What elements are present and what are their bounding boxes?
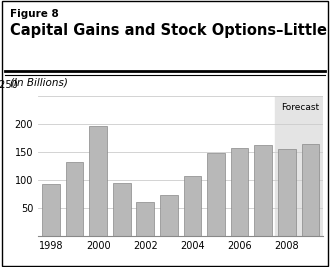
Text: Capital Gains and Stock Options–Little Growth: Capital Gains and Stock Options–Little G… (10, 23, 330, 38)
Bar (278, 149, 296, 236)
Bar (113, 183, 131, 236)
Bar (160, 195, 178, 236)
Bar (254, 146, 272, 236)
Text: (In Billions): (In Billions) (10, 77, 68, 87)
Bar (136, 202, 154, 236)
Bar (207, 153, 225, 236)
Bar (183, 176, 201, 236)
Bar (66, 162, 83, 236)
Text: $250: $250 (0, 80, 18, 89)
Bar (42, 184, 60, 236)
Bar (275, 96, 325, 236)
Bar (302, 144, 319, 236)
Text: Figure 8: Figure 8 (10, 9, 59, 19)
Text: Forecast: Forecast (281, 103, 319, 112)
Bar (89, 126, 107, 236)
Bar (231, 148, 248, 236)
